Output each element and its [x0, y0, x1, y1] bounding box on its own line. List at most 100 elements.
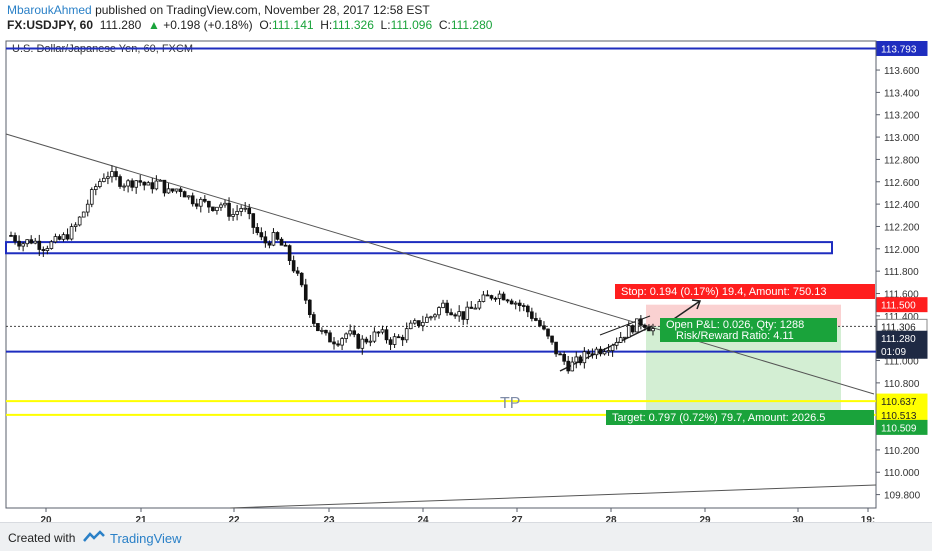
risk-reward-label: Risk/Reward Ratio: 4.11 [676, 330, 794, 342]
time-tick-label: 29 [699, 515, 711, 522]
low-label: L: [380, 18, 391, 32]
long-trend-line[interactable] [229, 484, 877, 509]
candle-body [425, 316, 429, 323]
candle-body [211, 206, 215, 212]
pnl-box [660, 318, 837, 342]
candle-body [203, 198, 207, 202]
candle-body [546, 328, 550, 337]
candle-body [509, 300, 514, 305]
candle-body [207, 200, 211, 208]
symbol-line: FX:USDJPY, 60 111.280 ▲ +0.198 (+0.18%) … [7, 18, 492, 32]
candle-body [501, 293, 506, 301]
candle-body [449, 312, 453, 316]
candle-body [146, 182, 151, 186]
candle-body [610, 344, 615, 351]
price-tag-box [876, 40, 928, 56]
price-tag-label: 110.637 [881, 397, 917, 408]
price-tick-label: 110.000 [884, 468, 920, 479]
triangle-lower-line[interactable] [559, 325, 653, 372]
downtrend-line[interactable] [5, 133, 875, 395]
candle-body [465, 306, 470, 320]
candle-body [360, 338, 365, 349]
candle-body [158, 179, 163, 182]
candle-body [219, 204, 223, 208]
price-tick-label: 111.000 [884, 357, 919, 368]
plot-frame [5, 40, 877, 509]
candle-body [227, 202, 231, 217]
candle-body [340, 338, 344, 346]
candle-body [77, 216, 82, 226]
candle-body [538, 320, 542, 327]
target-label-box [606, 410, 874, 425]
candle-body [530, 311, 534, 319]
candle-body [602, 351, 607, 355]
price-tick-label: 113.200 [884, 111, 920, 122]
candle-body [279, 238, 284, 246]
candle-body [582, 351, 587, 364]
candle-body [98, 181, 102, 187]
candle-body [49, 241, 54, 249]
publish-line: MbaroukAhmed published on TradingView.co… [7, 3, 430, 17]
candle-body [336, 343, 340, 346]
candle-body [106, 176, 110, 179]
candle-body [461, 311, 466, 320]
candle-body [469, 306, 474, 309]
price-tick-label: 112.600 [884, 178, 920, 189]
candle-body [578, 356, 583, 364]
candle-body [651, 328, 655, 332]
candle-body [570, 361, 575, 372]
candle-body [118, 176, 122, 187]
candle-body [162, 179, 167, 194]
candle-body [316, 323, 320, 332]
time-tick-label: 19: [861, 515, 875, 522]
candle-body [513, 302, 518, 305]
resistance-zone[interactable] [5, 241, 833, 255]
candle-body [396, 336, 401, 339]
candle-body [271, 232, 276, 246]
candle-body [526, 305, 530, 313]
footer-bar: Created with TradingView [0, 522, 932, 551]
candle-body [368, 340, 373, 343]
price-tick-label: 111.800 [884, 267, 919, 278]
candle-body [481, 294, 486, 302]
candle-body [635, 318, 639, 333]
candle-body [521, 305, 526, 307]
candle-body [215, 206, 219, 212]
candle-body [473, 307, 478, 310]
author-link[interactable]: MbaroukAhmed [7, 3, 92, 17]
candle-body [231, 214, 235, 217]
price-tick-label: 111.600 [884, 289, 919, 300]
price-chart[interactable]: U.S. Dollar/Japanese Yen, 60, FXCM 113.6… [0, 36, 932, 522]
candle-body [299, 272, 304, 286]
candle-body [29, 239, 34, 244]
candle-body [626, 325, 631, 338]
arrow-head-icon [691, 299, 702, 310]
tradingview-logo-icon[interactable] [82, 529, 106, 550]
price-tick-label: 113.000 [884, 133, 920, 144]
tradingview-brand-link[interactable]: TradingView [110, 531, 182, 546]
candle-body [53, 236, 58, 243]
price-tick-label: 112.000 [884, 245, 920, 256]
price-tick-label: 110.800 [884, 379, 920, 390]
candle-body [433, 314, 437, 318]
candle-body [647, 327, 651, 332]
candle-body [57, 236, 62, 240]
candle-body [320, 329, 324, 332]
candle-body [380, 329, 385, 333]
candle-body [400, 336, 405, 341]
candle-body [590, 353, 595, 356]
candlestick-series [9, 165, 655, 374]
candle-body [81, 211, 86, 218]
candle-body [21, 243, 25, 247]
time-tick-label: 24 [417, 515, 429, 522]
candle-body [263, 236, 268, 244]
price-tick-label: 111.400 [884, 312, 919, 323]
candle-body [562, 353, 566, 362]
candle-body [259, 232, 264, 238]
candle-body [69, 226, 74, 240]
candle-body [73, 224, 78, 227]
candle-body [25, 239, 29, 245]
candle-body [239, 208, 243, 212]
candle-body [352, 330, 357, 335]
